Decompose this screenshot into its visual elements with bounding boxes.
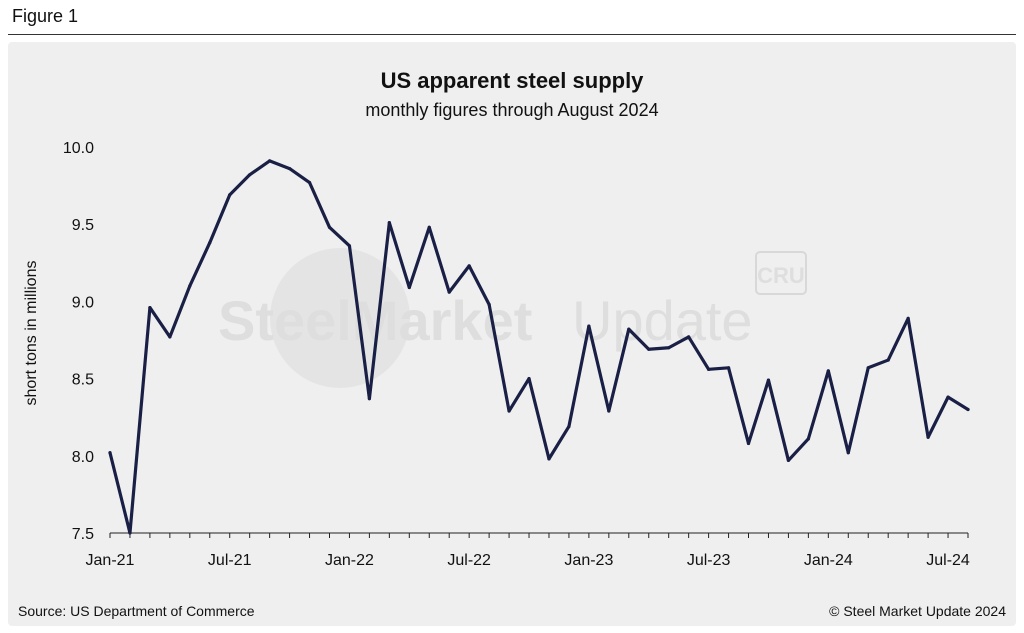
data-point xyxy=(926,435,930,439)
data-point xyxy=(128,531,132,535)
y-tick-label: 9.0 xyxy=(72,294,94,311)
data-point xyxy=(687,335,691,339)
x-tick-label: Jul-24 xyxy=(926,552,970,569)
data-point xyxy=(268,159,272,163)
data-point xyxy=(746,441,751,446)
watermark-badge: CRU xyxy=(757,263,805,288)
data-point xyxy=(647,347,651,351)
data-point xyxy=(387,221,391,225)
watermark-text-right: Update xyxy=(572,289,753,352)
chart-title: US apparent steel supply xyxy=(381,68,645,93)
data-point xyxy=(447,290,451,294)
data-point xyxy=(607,409,611,413)
data-point xyxy=(946,395,950,399)
series-group xyxy=(108,159,970,535)
data-point xyxy=(527,377,531,381)
x-tick-label: Jul-21 xyxy=(208,552,252,569)
data-point xyxy=(707,367,711,371)
header-rule xyxy=(8,34,1016,35)
data-point xyxy=(966,407,970,412)
x-axis: Jan-21 Jul-21 Jan-22 Jul-22 Jan-23 Jul-23 Jan-… xyxy=(86,532,970,569)
x-tick-label: Jan-24 xyxy=(804,552,853,569)
data-point xyxy=(188,284,192,288)
data-point xyxy=(327,225,332,229)
data-point xyxy=(108,451,112,455)
data-point xyxy=(866,366,870,370)
data-point xyxy=(806,437,810,441)
data-point xyxy=(766,378,771,382)
data-point xyxy=(667,346,671,350)
watermark-badge-frame xyxy=(755,251,807,295)
y-axis-label: short tons in millions xyxy=(23,261,40,406)
data-point xyxy=(248,173,252,177)
data-point xyxy=(587,324,591,328)
data-point xyxy=(567,424,571,429)
data-point xyxy=(367,397,371,401)
x-tick-label: Jan-22 xyxy=(325,552,374,569)
data-point xyxy=(906,316,910,320)
data-point xyxy=(168,335,172,339)
data-point xyxy=(307,180,312,185)
data-point xyxy=(467,264,471,268)
data-point xyxy=(786,458,791,463)
y-tick-label: 8.0 xyxy=(72,449,94,466)
chart-subtitle: monthly figures through August 2024 xyxy=(365,100,658,120)
data-point xyxy=(208,241,212,245)
y-axis-ticks: 7.5 8.0 8.5 9.0 9.5 10.0 xyxy=(63,140,94,543)
chart-panel xyxy=(8,42,1016,626)
data-point xyxy=(507,409,511,413)
data-point xyxy=(826,369,830,373)
y-tick-label: 7.5 xyxy=(72,526,94,543)
series-line xyxy=(108,159,970,535)
data-point xyxy=(148,305,152,310)
x-tick-label: Jan-23 xyxy=(564,552,613,569)
data-point xyxy=(407,285,411,290)
data-point xyxy=(886,358,890,362)
x-tick-label: Jan-21 xyxy=(86,552,135,569)
x-tick-label: Jul-22 xyxy=(447,552,491,569)
y-tick-label: 10.0 xyxy=(63,140,94,157)
data-point xyxy=(487,302,491,307)
copyright-note: © Steel Market Update 2024 xyxy=(829,603,1006,619)
data-point xyxy=(627,327,631,331)
y-tick-label: 9.5 xyxy=(72,217,94,234)
source-note: Source: US Department of Commerce xyxy=(18,603,255,619)
data-point xyxy=(846,451,850,455)
data-point xyxy=(287,167,292,171)
data-point xyxy=(347,244,352,248)
data-point xyxy=(547,457,551,461)
y-tick-label: 8.5 xyxy=(72,372,94,389)
data-point xyxy=(228,193,232,197)
x-tick-label: Jul-23 xyxy=(687,552,731,569)
data-point xyxy=(726,366,731,370)
watermark: SteelMarket Update CRU xyxy=(218,248,807,388)
figure-label: Figure 1 xyxy=(12,6,79,26)
data-point xyxy=(427,225,431,229)
